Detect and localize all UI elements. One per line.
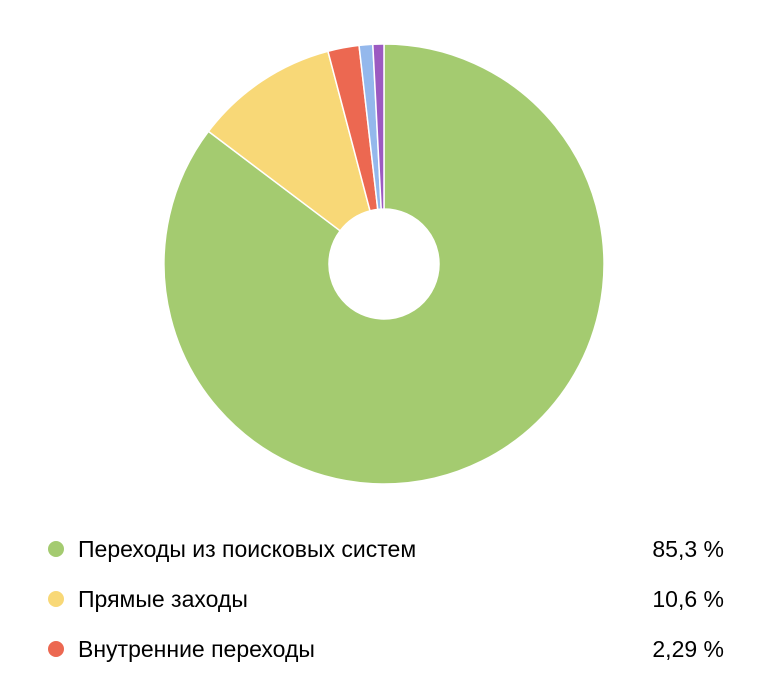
legend-item-internal-visits[interactable]: Внутренние переходы 2,29 % <box>48 624 724 674</box>
legend-item-search-engines[interactable]: Переходы из поисковых систем 85,3 % <box>48 524 724 574</box>
legend-label-internal-visits: Внутренние переходы <box>78 636 315 662</box>
pie-slice-other-2[interactable] <box>372 43 385 210</box>
legend-marker-direct-visits <box>48 591 64 607</box>
pie-slice-direct-visits[interactable] <box>207 50 371 232</box>
legend-value-direct-visits: 10,6 % <box>652 586 724 612</box>
legend-label-direct-visits: Прямые заходы <box>78 586 248 612</box>
donut-chart <box>163 43 605 485</box>
legend-item-direct-visits[interactable]: Прямые заходы 10,6 % <box>48 574 724 624</box>
chart-legend: Переходы из поисковых систем 85,3 % Прям… <box>48 524 724 674</box>
pie-slice-search-engines[interactable] <box>163 43 605 485</box>
legend-label-search-engines: Переходы из поисковых систем <box>78 536 417 562</box>
legend-marker-internal-visits <box>48 641 64 657</box>
legend-value-internal-visits: 2,29 % <box>652 636 724 662</box>
legend-marker-search-engines <box>48 541 64 557</box>
legend-value-search-engines: 85,3 % <box>652 536 724 562</box>
